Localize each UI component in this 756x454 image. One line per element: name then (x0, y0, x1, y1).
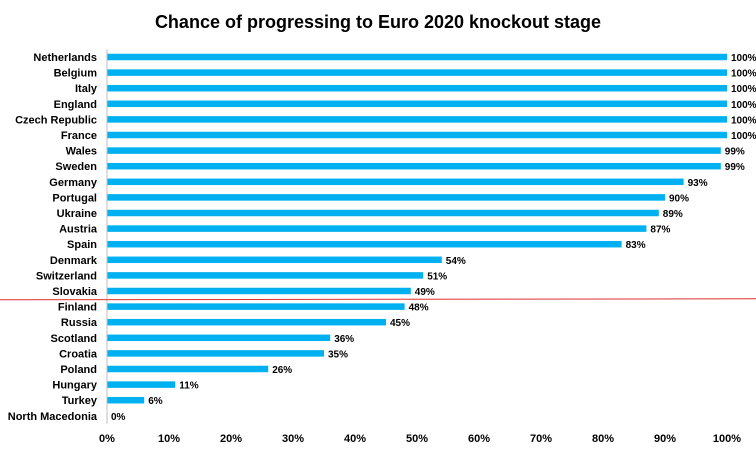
category-label-wales: Wales (66, 146, 97, 158)
bar-austria (107, 225, 647, 232)
x-tick-label: 40% (344, 433, 366, 445)
category-label-czech-republic: Czech Republic (15, 114, 97, 126)
bar-croatia (107, 350, 324, 357)
chart-title: Chance of progressing to Euro 2020 knock… (155, 12, 601, 32)
data-label-switzerland: 51% (427, 271, 447, 282)
data-label-north-macedonia: 0% (111, 412, 126, 423)
data-label-netherlands: 100% (731, 53, 756, 64)
x-tick-label: 100% (713, 433, 741, 445)
bar-switzerland (107, 272, 424, 279)
data-label-turkey: 6% (148, 396, 163, 407)
category-label-ukraine: Ukraine (57, 208, 97, 220)
bar-spain (107, 240, 622, 248)
bar-poland (107, 365, 269, 373)
category-label-spain: Spain (67, 239, 97, 251)
bar-hungary (107, 381, 176, 388)
category-label-austria: Austria (59, 224, 98, 236)
category-label-denmark: Denmark (50, 255, 98, 267)
labels-layer: Netherlands 100% Belgium 100% Italy 100% Engla… (8, 52, 756, 423)
category-label-sweden: Sweden (55, 161, 97, 173)
category-label-netherlands: Netherlands (33, 52, 97, 64)
x-tick-label: 20% (220, 433, 242, 445)
bar-sweden (107, 162, 721, 170)
category-label-germany: Germany (49, 177, 98, 189)
x-tick-label: 10% (158, 433, 180, 445)
category-label-turkey: Turkey (62, 395, 98, 407)
data-label-wales: 99% (725, 147, 745, 158)
category-label-poland: Poland (60, 364, 97, 376)
data-label-spain: 83% (626, 240, 646, 251)
category-label-italy: Italy (75, 83, 98, 95)
data-label-england: 100% (731, 100, 756, 111)
data-label-france: 100% (731, 131, 756, 142)
category-label-belgium: Belgium (54, 68, 98, 80)
data-label-slovakia: 49% (415, 287, 435, 298)
x-axis-ticks: 0% 10% 20% 30% 40% 50% 60% 70% 80% 90% 100% (99, 433, 741, 445)
bar-portugal (107, 194, 665, 201)
data-label-portugal: 90% (669, 193, 689, 204)
data-label-finland: 48% (409, 303, 429, 314)
data-label-ukraine: 89% (663, 209, 683, 220)
bar-italy (107, 84, 727, 92)
data-label-sweden: 99% (725, 162, 745, 173)
category-label-scotland: Scotland (51, 333, 97, 345)
bar-france (107, 131, 727, 139)
cutoff-line (0, 298, 756, 301)
bar-czech-republic (107, 116, 727, 123)
data-label-denmark: 54% (446, 256, 466, 267)
category-label-slovakia: Slovakia (52, 286, 98, 298)
x-tick-label: 90% (654, 433, 676, 445)
category-label-russia: Russia (61, 317, 98, 329)
category-label-north-macedonia: North Macedonia (8, 411, 98, 423)
category-label-france: France (61, 130, 97, 142)
x-tick-label: 50% (406, 433, 428, 445)
data-label-hungary: 11% (179, 381, 199, 392)
data-label-germany: 93% (688, 178, 708, 189)
data-label-scotland: 36% (334, 334, 354, 345)
category-label-hungary: Hungary (52, 380, 98, 392)
bar-russia (107, 318, 386, 326)
data-label-austria: 87% (650, 225, 670, 236)
bar-england (107, 100, 727, 108)
x-tick-label: 30% (282, 433, 304, 445)
bars-layer (107, 53, 727, 404)
data-label-czech-republic: 100% (731, 115, 756, 126)
bar-germany (107, 178, 684, 186)
x-tick-label: 0% (99, 433, 115, 445)
bar-denmark (107, 256, 442, 264)
category-label-switzerland: Switzerland (36, 270, 97, 282)
category-label-portugal: Portugal (52, 192, 97, 204)
bar-belgium (107, 69, 727, 76)
bar-finland (107, 303, 405, 310)
category-label-england: England (54, 99, 97, 111)
bar-netherlands (107, 53, 727, 61)
bar-slovakia (107, 287, 411, 295)
x-tick-label: 80% (592, 433, 614, 445)
x-tick-label: 70% (530, 433, 552, 445)
data-label-russia: 45% (390, 318, 410, 329)
data-label-croatia: 35% (328, 349, 348, 360)
data-label-italy: 100% (731, 84, 756, 95)
bar-ukraine (107, 209, 659, 217)
category-label-finland: Finland (58, 302, 97, 314)
x-tick-label: 60% (468, 433, 490, 445)
bar-wales (107, 147, 721, 154)
bar-turkey (107, 396, 145, 404)
data-label-belgium: 100% (731, 69, 756, 80)
bar-scotland (107, 334, 331, 342)
category-label-croatia: Croatia (59, 348, 98, 360)
data-label-poland: 26% (272, 365, 292, 376)
